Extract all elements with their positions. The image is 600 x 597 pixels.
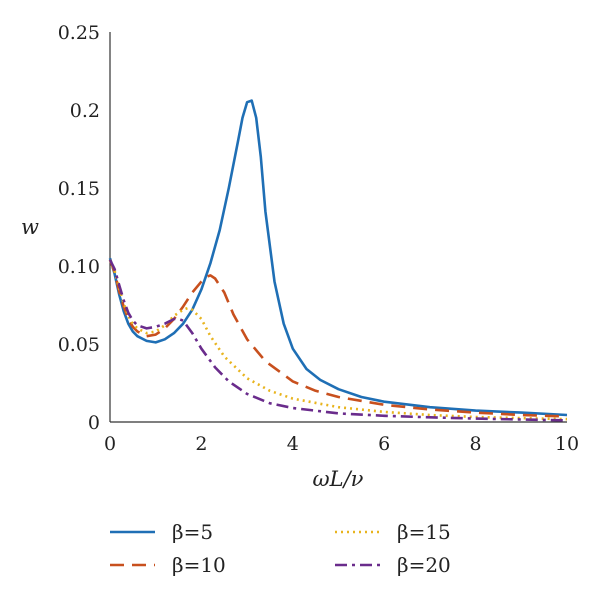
- x-axis-label: ωL/ν: [313, 467, 364, 491]
- legend-label: β=20: [397, 553, 451, 577]
- y-tick-label: 0.2: [70, 100, 100, 122]
- x-tick-label: 0: [104, 433, 116, 455]
- series-line-3: [108, 259, 568, 421]
- y-tick-label: 0.10: [58, 256, 100, 278]
- x-tick-label: 2: [195, 433, 207, 455]
- series-line-1: [108, 99, 568, 417]
- y-axis-label: w: [21, 215, 39, 239]
- x-tick-label: 8: [470, 433, 482, 455]
- x-tick-label: 10: [555, 433, 579, 455]
- legend: β=5 β=10 β=15 β=20: [110, 520, 451, 577]
- y-tick-label: 0.15: [58, 178, 100, 200]
- legend-label: β=15: [397, 520, 451, 544]
- axes: [109, 32, 567, 423]
- legend-label: β=5: [172, 520, 213, 544]
- series-line-2: [108, 259, 568, 418]
- plot-lines: [108, 99, 568, 422]
- x-tick-label: 4: [287, 433, 299, 455]
- y-tick-label: 0.05: [58, 334, 100, 356]
- y-tick-label: 0.25: [58, 22, 100, 44]
- series-line-4: [108, 259, 568, 422]
- legend-label: β=10: [172, 553, 226, 577]
- tick-labels: 0 2 4 6 8 10 0 0.05 0.10 0.15 0.2 0.25: [58, 22, 579, 455]
- x-tick-label: 6: [378, 433, 390, 455]
- y-tick-label: 0: [88, 412, 100, 434]
